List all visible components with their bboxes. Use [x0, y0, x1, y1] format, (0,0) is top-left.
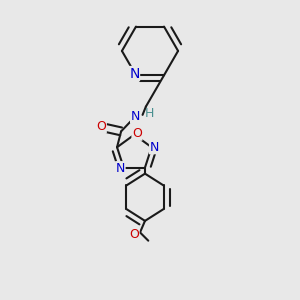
- Text: N: N: [130, 110, 140, 123]
- Text: O: O: [96, 120, 106, 133]
- Text: N: N: [149, 141, 159, 154]
- Text: O: O: [129, 228, 139, 241]
- Text: H: H: [145, 107, 154, 120]
- Text: N: N: [129, 67, 140, 81]
- Text: N: N: [116, 162, 125, 175]
- Text: O: O: [132, 127, 142, 140]
